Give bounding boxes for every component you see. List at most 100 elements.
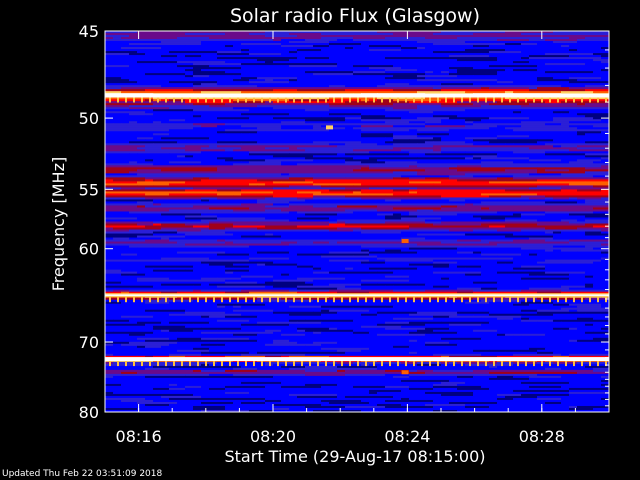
spectrogram-cell: [289, 331, 314, 335]
spectrogram-cell: [249, 231, 290, 234]
spectrogram-cell: [281, 301, 330, 305]
spectrogram-cell: [105, 83, 138, 86]
spectrogram-cell: [553, 231, 562, 234]
spectrogram-cell: [153, 125, 202, 128]
spectrogram-cell: [289, 407, 338, 411]
spectrogram-cell: [369, 349, 418, 353]
spectrogram-cell: [209, 161, 242, 164]
spectrogram-cell: [289, 323, 330, 327]
spectrogram-cell: [105, 409, 114, 412]
spectrogram-cell: [169, 367, 202, 371]
spectrogram-cell: [473, 65, 490, 68]
spectrogram-cell: [105, 407, 138, 411]
spectrogram-cell: [585, 233, 609, 236]
spectrogram-cell: [457, 205, 490, 208]
spectrogram-cell: [601, 135, 609, 138]
spectrogram-cell: [465, 173, 506, 176]
spectrogram-cell: [529, 377, 562, 381]
spectrogram-cell: [249, 409, 274, 412]
spectrogram-cell: [489, 249, 506, 252]
spectrogram-cell: [441, 121, 466, 124]
spectrogram-cell: [257, 315, 290, 319]
spectrogram-cell: [441, 143, 474, 146]
spectrogram-cell: [249, 291, 298, 295]
spectrogram-cell: [337, 361, 354, 365]
spectrogram-cell: [561, 287, 570, 291]
spectrogram-cell: [217, 339, 258, 343]
spectrogram-cell: [513, 385, 530, 389]
spectrogram-cell: [337, 291, 370, 295]
spectrogram-cell: [457, 387, 490, 391]
spectrogram-cell: [441, 71, 450, 74]
spectrogram-cell: [209, 183, 218, 186]
spectrogram-cell: [281, 173, 290, 176]
spectrogram-cell: [561, 249, 609, 252]
spectrogram-cell: [153, 113, 170, 116]
spectrogram-cell: [153, 167, 178, 170]
spectrogram-cell: [393, 89, 442, 92]
spectrogram-cell: [417, 367, 434, 371]
chart-title: Solar radio Flux (Glasgow): [230, 5, 480, 27]
spectrogram-cell: [145, 115, 194, 118]
spectrogram-cell: [129, 329, 162, 333]
spectrogram-cell: [321, 399, 362, 403]
spectrogram-cell: [321, 403, 338, 407]
spectrogram-cell: [497, 39, 506, 42]
spectrogram-cell: [521, 43, 538, 46]
spectrogram-cell: [241, 55, 290, 58]
spectrogram-cell: [113, 123, 122, 126]
spectrogram-cell: [169, 153, 210, 156]
spectrogram-cell: [529, 71, 546, 74]
spectrogram-cell: [353, 139, 394, 142]
spectrogram-cell: [497, 271, 514, 275]
spectrogram-cell: [497, 277, 522, 281]
spectrogram-cell: [353, 143, 378, 146]
spectrogram-cell: [473, 149, 514, 152]
spectrogram-cell: [585, 141, 609, 144]
spectrogram-cell: [409, 351, 418, 355]
spectrogram-cell: [449, 129, 482, 132]
interference-tick: [605, 97, 607, 103]
spectrogram-cell: [217, 51, 242, 54]
spectrogram-cell: [353, 229, 362, 232]
spectrogram-cell: [593, 407, 609, 411]
spectrogram-cell: [297, 241, 314, 244]
spectrogram-cell: [121, 129, 170, 132]
spectrogram-cell: [577, 371, 609, 375]
spectrogram-cell: [473, 187, 482, 190]
spectrogram-cell: [569, 271, 586, 275]
spectrogram-cell: [305, 349, 338, 353]
spectrogram-cell: [465, 257, 514, 260]
spectrogram-cell: [321, 237, 354, 240]
spectrogram-cell: [417, 187, 450, 190]
spectrogram-cell: [209, 343, 226, 347]
spectrogram-cell: [329, 111, 362, 114]
spectrogram-cell: [537, 127, 546, 130]
spectrogram-cell: [465, 163, 506, 166]
spectrogram-cell: [585, 219, 602, 222]
spectrogram-cell: [249, 53, 282, 56]
spectrogram-cell: [465, 217, 482, 220]
spectrogram-cell: [225, 241, 234, 244]
spectrogram-cell: [425, 141, 434, 144]
spectrogram-cell: [305, 39, 338, 42]
spectrogram-cell: [409, 51, 434, 54]
spectrogram-cell: [265, 35, 298, 38]
spectrogram-cell: [177, 331, 202, 335]
spectrogram-cell: [353, 59, 370, 62]
spectrogram-cell: [289, 203, 330, 206]
spectrogram-cell: [457, 395, 498, 399]
spectrogram-cell: [377, 385, 386, 389]
spectrogram-cell: [417, 135, 466, 138]
interference-tick: [509, 97, 511, 103]
spectrogram-cell: [105, 289, 114, 293]
spectrogram-cell: [505, 43, 522, 46]
spectrogram-cell: [585, 167, 609, 170]
spectrogram-cell: [465, 335, 514, 339]
interference-tick: [445, 97, 447, 103]
spectrogram-cell: [481, 319, 522, 323]
spectrogram-cell: [257, 47, 290, 50]
spectrogram-cell: [217, 249, 226, 252]
spectrogram-cell: [281, 289, 290, 293]
spectrogram-cell: [593, 143, 609, 146]
